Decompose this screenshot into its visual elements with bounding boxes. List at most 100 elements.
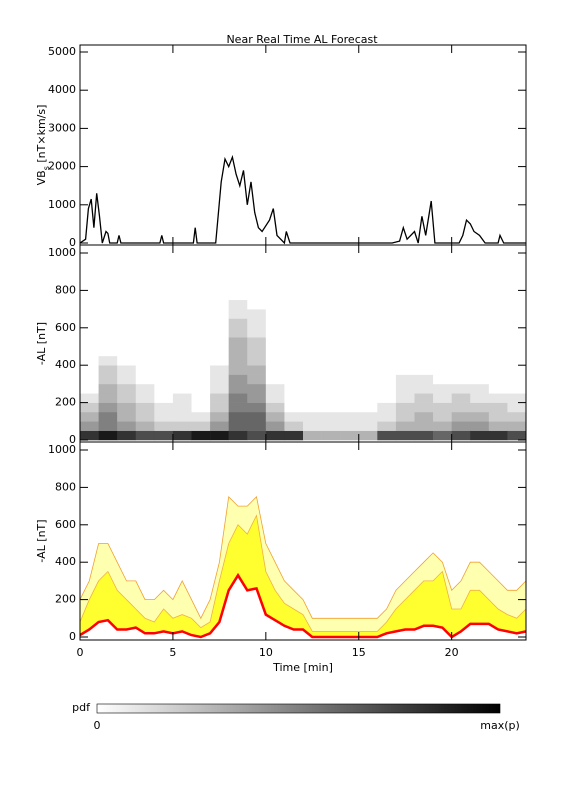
heatmap-cell	[80, 393, 99, 403]
heatmap-cell	[414, 393, 434, 403]
heatmap-cell	[414, 327, 434, 338]
heatmap-cell	[80, 309, 99, 319]
heatmap-cell	[395, 430, 415, 441]
heatmap-cell	[228, 411, 248, 422]
heatmap-cell	[488, 421, 508, 431]
heatmap-cell	[265, 411, 285, 422]
heatmap-cell	[488, 365, 508, 375]
heatmap-cell	[154, 290, 174, 301]
heatmap-cell	[135, 299, 155, 310]
heatmap-cell	[507, 318, 527, 329]
x-tick-label: 0	[77, 646, 84, 659]
band-area	[80, 575, 526, 637]
heatmap-cell	[80, 318, 99, 329]
heatmap-cell	[228, 299, 248, 310]
heatmap-cell	[210, 290, 229, 301]
heatmap-cell	[172, 318, 192, 329]
heatmap-cell	[395, 318, 415, 329]
y-axis-label-main: -AL [nT]	[35, 519, 48, 562]
heatmap-cell	[303, 402, 322, 413]
heatmap-cell	[303, 383, 322, 394]
heatmap-cell	[210, 393, 229, 403]
y-tick-label: 200	[55, 396, 76, 409]
heatmap-cell	[470, 393, 490, 403]
heatmap-cell	[507, 374, 527, 385]
y-tick-label: 600	[55, 321, 76, 334]
heatmap-cell	[377, 374, 397, 385]
heatmap-cell	[303, 365, 322, 375]
y-axis-label: VBs [nT×km/s]	[35, 105, 51, 186]
heatmap-cell	[488, 318, 508, 329]
heatmap-cell	[395, 355, 415, 366]
heatmap-cell	[470, 374, 490, 385]
heatmap-cell	[154, 383, 174, 394]
y-tick-label: 1000	[48, 246, 76, 259]
heatmap-cell	[80, 430, 99, 441]
heatmap-cell	[80, 365, 99, 375]
heatmap-cell	[340, 346, 360, 357]
y-axis-label-main: -AL [nT]	[35, 322, 48, 365]
heatmap-cell	[117, 346, 137, 357]
heatmap-cell	[321, 309, 341, 319]
heatmap-cell	[321, 374, 341, 385]
heatmap-cell	[340, 374, 360, 385]
heatmap-cell	[284, 309, 304, 319]
heatmap-cell	[191, 430, 211, 441]
heatmap-cell	[321, 365, 341, 375]
heatmap-cell	[414, 365, 434, 375]
heatmap-cell	[303, 318, 322, 329]
heatmap-cell	[507, 299, 527, 310]
heatmap-cell	[358, 290, 378, 301]
heatmap-cell	[284, 374, 304, 385]
heatmap-cell	[228, 318, 248, 329]
heatmap-cell	[154, 299, 174, 310]
heatmap-cell	[247, 411, 267, 422]
heatmap-cell	[395, 374, 415, 385]
heatmap-cell	[433, 309, 452, 319]
heatmap-cell	[284, 318, 304, 329]
y-tick-label: 800	[55, 480, 76, 493]
heatmap-cell	[303, 430, 322, 441]
heatmap-cell	[303, 290, 322, 301]
heatmap-cell	[433, 411, 452, 422]
heatmap-cell	[451, 299, 471, 310]
heatmap-cell	[321, 346, 341, 357]
heatmap-cell	[470, 290, 490, 301]
heatmap-cell	[377, 309, 397, 319]
heatmap-cell	[414, 290, 434, 301]
heatmap-cell	[488, 393, 508, 403]
heatmap-cell	[451, 411, 471, 422]
heatmap-cell	[433, 299, 452, 310]
heatmap-cell	[340, 318, 360, 329]
heatmap-cell	[451, 421, 471, 431]
heatmap-cell	[284, 421, 304, 431]
heatmap-cell	[470, 327, 490, 338]
colorbar-label: pdf	[72, 701, 91, 714]
heatmap-cell	[117, 337, 137, 347]
heatmap-cell	[377, 421, 397, 431]
heatmap-cell	[135, 290, 155, 301]
heatmap-cell	[321, 383, 341, 394]
heatmap-cell	[265, 290, 285, 301]
heatmap-cell	[154, 355, 174, 366]
heatmap-cell	[340, 421, 360, 431]
heatmap-cell	[303, 374, 322, 385]
heatmap-cell	[340, 355, 360, 366]
heatmap-cell	[507, 383, 527, 394]
heatmap-cell	[117, 393, 137, 403]
heatmap-cell	[284, 337, 304, 347]
heatmap-cell	[265, 309, 285, 319]
heatmap-cell	[433, 393, 452, 403]
heatmap-cell	[507, 430, 527, 441]
heatmap-cell	[210, 299, 229, 310]
heatmap-cell	[377, 355, 397, 366]
heatmap-cell	[488, 411, 508, 422]
heatmap-cell	[228, 309, 248, 319]
heatmap-cell	[507, 346, 527, 357]
heatmap-cell	[488, 327, 508, 338]
heatmap-cell	[210, 365, 229, 375]
heatmap-cell	[191, 337, 211, 347]
heatmap-cell	[488, 430, 508, 441]
x-tick-label: 10	[259, 646, 273, 659]
